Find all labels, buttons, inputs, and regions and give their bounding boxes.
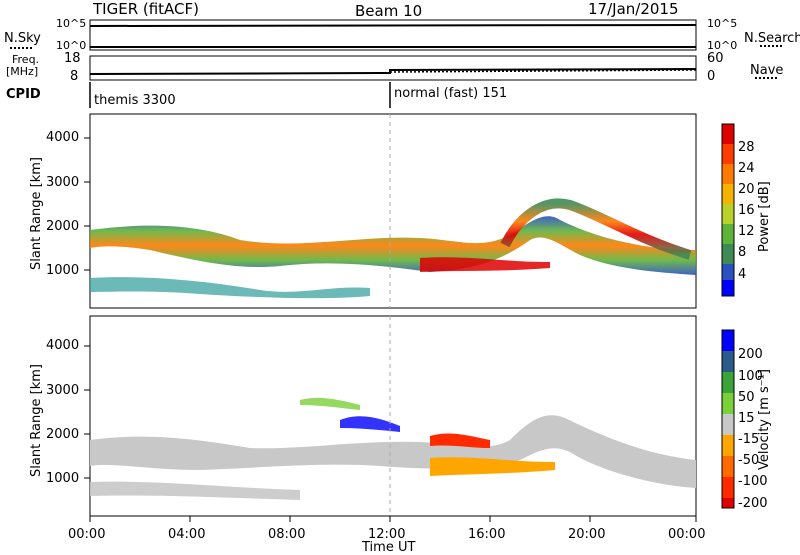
velocity-cbar-tick-100: 100 [738,369,763,384]
velocity-ytick-1000: 1000 [46,471,80,486]
nsky-tick-low: 10^0 [56,39,87,52]
velocity-cbar-tick-neg100: -100 [738,474,768,489]
velocity-cbar-tick-50: 50 [738,390,755,405]
velocity-colorbar [721,329,735,509]
xtick-0000: 00:00 [68,527,106,542]
power-cbar-tick-4: 4 [738,267,747,282]
velocity-cbar-tick-neg15: -15 [738,432,760,447]
freq-label: Freq. [12,53,40,66]
nsearch-tick-high: 10^5 [707,17,738,30]
freq-tick-low: 8 [70,69,79,84]
velocity-cbar-tick-200: 200 [738,347,763,362]
power-echo-band [90,198,696,299]
freq-tick-high: 18 [64,51,81,66]
nsky-tick-high: 10^5 [56,17,87,30]
velocity-ytick-2000: 2000 [46,427,80,442]
xtick-1600: 16:00 [468,527,506,542]
nave-legend-line [755,77,777,79]
radar-title: TIGER (fitACF) [93,0,200,18]
nsearch-legend-line [760,45,782,47]
beam-title: Beam 10 [355,2,423,20]
velocity-ytick-3000: 3000 [46,383,80,398]
date-title: 17/Jan/2015 [588,0,679,18]
xtick-0400: 04:00 [168,527,206,542]
velocity-ytick-4000: 4000 [46,338,80,353]
velocity-cbar-tick-neg200: -200 [738,496,768,511]
xtick-1200: 12:00 [368,527,406,542]
cpid-segment-1: themis 3300 [94,93,176,108]
nsky-trace [89,24,697,27]
power-ytick-4000: 4000 [46,130,80,145]
cpid-segment-2: normal (fast) 151 [394,86,508,101]
power-cbar-tick-24: 24 [738,161,755,176]
freq-trace [89,68,697,75]
nave-tick-high: 60 [707,51,724,66]
power-cbar-tick-8: 8 [738,245,747,260]
power-ytick-2000: 2000 [46,219,80,234]
power-cbar-tick-12: 12 [738,224,755,239]
power-panel-frame [89,113,697,309]
nsky-legend-line [10,47,32,49]
velocity-cbar-tick-neg50: -50 [738,453,760,468]
cpid-label: CPID [6,87,41,102]
xlabel-time-ut: Time UT [362,540,416,555]
xtick-0800: 08:00 [268,527,306,542]
nsearch-label: N.Search [744,31,800,46]
nave-tick-low: 0 [707,69,716,84]
power-cbar-tick-20: 20 [738,182,755,197]
axis-ticks [84,137,697,522]
power-ytick-3000: 3000 [46,175,80,190]
xtick-2000: 20:00 [568,527,606,542]
velocity-echo-band [90,397,696,500]
nsky-panel-frame [89,19,697,51]
nsky-label: N.Sky [4,31,41,46]
nsearch-tick-low: 10^0 [707,39,738,52]
velocity-cbar-tick-15: 15 [738,411,755,426]
power-colorbar [721,123,735,297]
power-cbar-tick-16: 16 [738,203,755,218]
xtick-2400: 00:00 [668,527,706,542]
nave-label: Nave [750,63,784,78]
nave-trace [389,69,697,73]
freq-unit-label: [MHz] [6,65,39,78]
velocity-panel-frame [89,315,697,517]
freq-panel-frame [89,55,697,81]
power-ytick-1000: 1000 [46,263,80,278]
power-cbar-tick-28: 28 [738,140,755,155]
